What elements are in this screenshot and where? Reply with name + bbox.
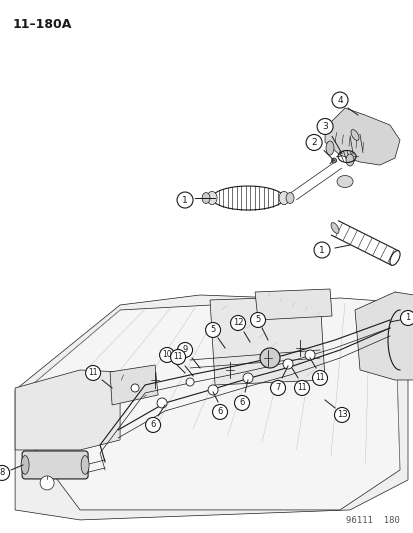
Ellipse shape bbox=[81, 456, 89, 474]
Polygon shape bbox=[20, 298, 399, 510]
Polygon shape bbox=[15, 370, 120, 450]
Circle shape bbox=[313, 242, 329, 258]
Text: 12: 12 bbox=[232, 319, 243, 327]
Circle shape bbox=[131, 384, 139, 392]
Text: 1: 1 bbox=[404, 313, 410, 322]
Text: 1: 1 bbox=[182, 196, 188, 205]
Text: 6: 6 bbox=[150, 421, 155, 430]
Text: 7: 7 bbox=[275, 383, 280, 392]
Text: 11–180A: 11–180A bbox=[12, 18, 71, 31]
Circle shape bbox=[170, 350, 185, 365]
Circle shape bbox=[399, 311, 413, 326]
Circle shape bbox=[242, 373, 252, 383]
Polygon shape bbox=[15, 292, 407, 520]
Text: 8: 8 bbox=[0, 469, 5, 478]
Circle shape bbox=[334, 407, 349, 423]
Ellipse shape bbox=[389, 251, 399, 265]
Ellipse shape bbox=[202, 192, 209, 204]
Text: 13: 13 bbox=[336, 410, 347, 419]
Text: 10: 10 bbox=[162, 351, 171, 359]
FancyBboxPatch shape bbox=[22, 451, 88, 479]
Circle shape bbox=[185, 378, 194, 386]
Circle shape bbox=[259, 348, 279, 368]
Circle shape bbox=[157, 398, 167, 408]
Text: 2: 2 bbox=[311, 138, 316, 147]
Circle shape bbox=[282, 359, 292, 369]
Text: 1: 1 bbox=[318, 246, 324, 254]
Circle shape bbox=[205, 322, 220, 337]
Circle shape bbox=[145, 417, 160, 432]
Ellipse shape bbox=[325, 141, 333, 155]
Circle shape bbox=[208, 385, 218, 395]
Ellipse shape bbox=[206, 191, 216, 205]
Ellipse shape bbox=[345, 154, 353, 166]
Text: 9: 9 bbox=[182, 345, 187, 354]
Polygon shape bbox=[110, 365, 158, 405]
Text: 5: 5 bbox=[255, 316, 260, 325]
Ellipse shape bbox=[278, 191, 288, 205]
Circle shape bbox=[212, 405, 227, 419]
Circle shape bbox=[316, 118, 332, 134]
Polygon shape bbox=[209, 296, 324, 385]
Ellipse shape bbox=[350, 130, 358, 140]
Text: 11: 11 bbox=[88, 368, 97, 377]
Circle shape bbox=[40, 476, 54, 490]
Polygon shape bbox=[324, 108, 399, 165]
Polygon shape bbox=[254, 289, 331, 320]
Circle shape bbox=[305, 134, 321, 150]
Ellipse shape bbox=[336, 175, 352, 188]
Text: 6: 6 bbox=[239, 399, 244, 407]
Text: 4: 4 bbox=[337, 95, 342, 104]
Ellipse shape bbox=[285, 192, 293, 204]
Circle shape bbox=[270, 381, 285, 395]
Ellipse shape bbox=[330, 223, 338, 233]
Circle shape bbox=[250, 312, 265, 327]
Circle shape bbox=[312, 370, 327, 385]
Circle shape bbox=[234, 395, 249, 410]
Text: 11: 11 bbox=[173, 352, 183, 361]
Circle shape bbox=[177, 343, 192, 358]
Circle shape bbox=[304, 350, 314, 360]
Text: 96111  180: 96111 180 bbox=[345, 516, 399, 525]
Text: 5: 5 bbox=[210, 326, 215, 335]
Circle shape bbox=[331, 158, 336, 163]
Circle shape bbox=[0, 465, 9, 480]
Circle shape bbox=[331, 92, 347, 108]
Circle shape bbox=[294, 381, 309, 395]
Circle shape bbox=[159, 348, 174, 362]
Text: 11: 11 bbox=[315, 374, 324, 383]
Circle shape bbox=[85, 366, 100, 381]
Text: 11: 11 bbox=[297, 383, 306, 392]
Circle shape bbox=[230, 316, 245, 330]
Ellipse shape bbox=[21, 456, 29, 474]
Polygon shape bbox=[354, 292, 413, 380]
Circle shape bbox=[177, 192, 192, 208]
Text: 6: 6 bbox=[217, 407, 222, 416]
Text: 3: 3 bbox=[321, 122, 327, 131]
